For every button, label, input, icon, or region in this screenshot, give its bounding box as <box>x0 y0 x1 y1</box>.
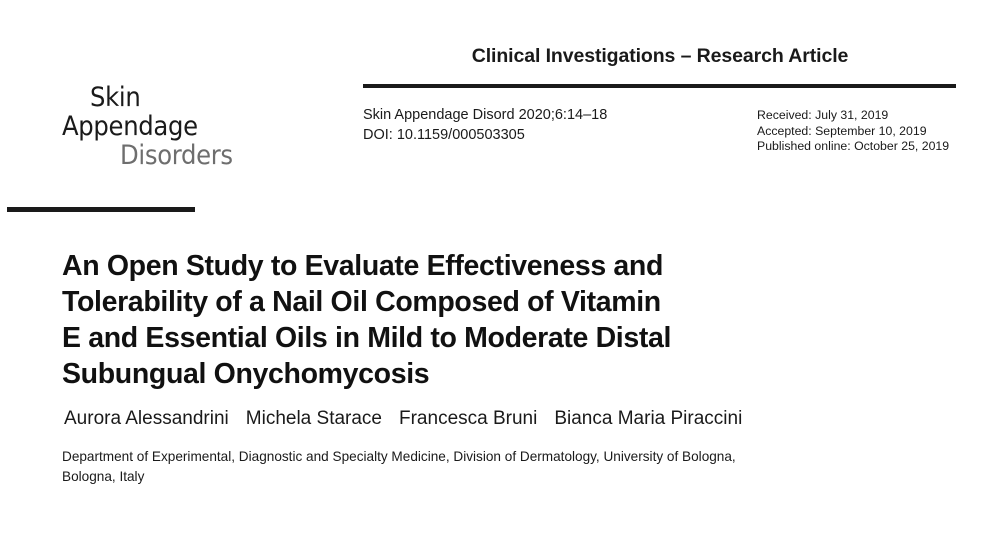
journal-logo-line-disorders: Disorders <box>120 140 233 171</box>
author-name[interactable]: Bianca Maria Piraccini <box>554 408 743 429</box>
article-title-line: An Open Study to Evaluate Effectiveness … <box>62 250 664 283</box>
date-accepted: Accepted: September 10, 2019 <box>757 123 927 138</box>
date-published-online: Published online: October 25, 2019 <box>757 139 950 153</box>
citation-block: Skin Appendage Disord 2020;6:14–18 DOI: … <box>363 105 607 145</box>
header-divider-rule <box>363 84 956 88</box>
journal-logo-line-appendage: Appendage <box>62 111 198 142</box>
author-name[interactable]: Michela Starace <box>245 408 382 429</box>
title-divider-rule <box>7 207 195 212</box>
author-affiliation: Department of Experimental, Diagnostic a… <box>62 449 736 484</box>
journal-logo-line-skin: Skin <box>90 82 141 113</box>
article-title-line: Tolerability of a Nail Oil Composed of V… <box>62 286 661 319</box>
citation-reference: Skin Appendage Disord 2020;6:14–18 <box>363 107 608 123</box>
citation-doi[interactable]: DOI: 10.1159/000503305 <box>363 127 525 143</box>
author-name[interactable]: Francesca Bruni <box>399 408 538 429</box>
article-title-line: Subungual Onychomycosis <box>62 358 430 391</box>
author-list: Aurora Alessandrini Michela Starace France… <box>64 406 742 432</box>
article-title-line: E and Essential Oils in Mild to Moderate… <box>62 322 672 355</box>
journal-logo: Skin Appendage Disorders <box>62 82 233 171</box>
article-title: An Open Study to Evaluate Effectiveness … <box>62 248 762 392</box>
publication-dates: Received: July 31, 2019 Accepted: Septem… <box>757 108 949 155</box>
date-received: Received: July 31, 2019 <box>757 108 889 122</box>
author-name[interactable]: Aurora Alessandrini <box>64 408 229 429</box>
section-label: Clinical Investigations – Research Artic… <box>471 45 849 67</box>
